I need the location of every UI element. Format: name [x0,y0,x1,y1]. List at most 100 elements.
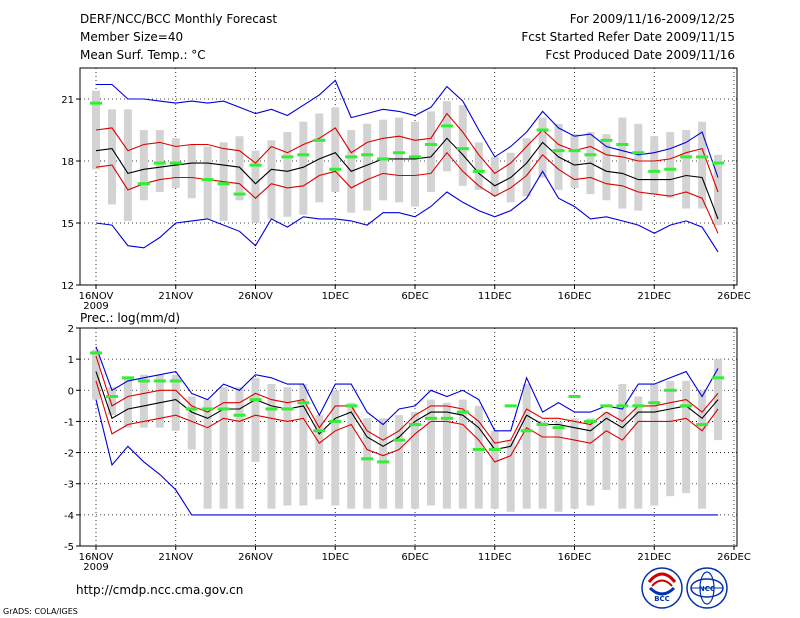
prec-obs-marker [393,438,406,442]
prec-ytick-label: -5 [64,542,74,553]
prec-obs-marker [456,410,469,414]
temp-box-day-33 [602,134,611,201]
prec-obs-marker [233,413,246,417]
prec-ytick-label: 1 [68,355,74,366]
prec-obs-marker [217,407,230,411]
temp-obs-marker [153,161,166,165]
forecast-produced-date: Fcst Produced Date 2009/11/16 [545,48,735,62]
temp-box-day-3 [123,109,132,221]
prec-box-day-40 [714,359,723,441]
prec-obs-marker [616,404,629,408]
temp-box-day-5 [155,130,164,192]
temp-box-day-11 [251,150,260,223]
prec-obs-marker [552,426,565,430]
prec-xtick-label: 26DEC [717,552,751,563]
temp-box-day-37 [666,132,675,199]
temp-box-day-13 [283,132,292,217]
temp-xtick-label: 16NOV [79,291,114,302]
temp-box-day-7 [187,144,196,199]
temp-box-day-8 [203,146,212,219]
temp-obs-marker [137,182,150,186]
forecast-started-date: Fcst Started Refer Date 2009/11/15 [521,30,735,44]
prec-obs-marker [281,407,294,411]
temp-xtick-label: 26DEC [717,291,751,302]
temp-obs-marker [552,149,565,153]
prec-ensemble-mean-line [95,371,719,451]
temp-xtick-label: 21NOV [158,291,193,302]
temp-obs-marker [233,192,246,196]
prec-box-day-8 [203,399,212,509]
prec-obs-marker [648,401,661,405]
prec-ytick-label: 0 [68,386,74,397]
prec-obs-marker [90,351,102,355]
prec-xtick-label: 11DEC [478,552,512,563]
temp-obs-marker [217,182,230,186]
prec-xtick-label: 1DEC [322,552,349,563]
temp-obs-marker [409,155,421,159]
prec-obs-marker [536,423,549,427]
bcc-logo: BCC [641,567,683,609]
forecast-period: For 2009/11/16-2009/12/25 [570,12,735,26]
prec-obs-marker [600,404,613,408]
prec-obs-marker [313,429,326,433]
ncc-logo-text: NCC [699,585,715,593]
temp-box-day-36 [650,136,659,195]
temp-box-day-14 [299,121,308,215]
temp-obs-marker [440,124,453,128]
temp-ytick-label: 18 [61,157,74,168]
prec-xtick-label: 16DEC [558,552,592,563]
temp-obs-marker [90,101,102,105]
prec-xtick-label: 16NOV [79,552,114,563]
temp-obs-marker [361,153,374,157]
temp-box-day-22 [426,111,435,192]
prec-obs-marker [185,407,198,411]
prec-upper-spread-line [95,355,719,444]
prec-obs-marker [568,395,581,399]
temp-lower-spread-line [95,151,719,234]
prec-obs-marker [520,429,533,433]
prec-box-day-16 [331,390,340,506]
prec-box-day-2 [107,387,116,416]
temp-box-day-40 [714,154,723,226]
ncc-logo: NCC [686,567,728,609]
temp-box-day-24 [458,105,467,186]
prec-box-day-24 [458,399,467,509]
temp-obs-marker [632,151,645,155]
prec-xtick-label: 6DEC [401,552,428,563]
prec-box-day-26 [490,430,499,509]
prec-obs-marker [440,416,453,420]
prec-obs-marker [409,423,421,427]
temp-obs-marker [712,161,725,165]
temp-obs-marker [696,155,709,159]
prec-box-day-39 [698,390,707,509]
temp-box-day-35 [634,123,643,211]
source-url: http://cmdp.ncc.cma.gov.cn [76,583,243,597]
prec-obs-marker [249,398,262,402]
prec-xtick-label: 21DEC [637,552,671,563]
prec-obs-marker [345,404,358,408]
temp-obs-marker [313,138,326,142]
temp-obs-marker [201,178,214,182]
temp-xtick-label: 21DEC [637,291,671,302]
prec-box-day-5 [155,374,164,428]
temp-obs-marker [472,169,485,173]
prec-box-day-10 [235,387,244,509]
prec-box-day-31 [570,418,579,509]
prec-box-day-30 [554,421,563,512]
temp-plot-frame [79,67,738,286]
temp-box-day-18 [363,123,372,211]
temp-ytick-label: 21 [61,95,74,106]
temp-min-line [95,170,719,253]
temp-ensemble-mean-line [95,137,719,220]
prec-box-day-9 [219,387,228,509]
precipitation-panel: -5 -4 -3 -2 -1 0 1 2 16NOV 21NOV 26NOV 1DEC 6DEC 11DE… [64,324,751,573]
temp-obs-marker [345,155,358,159]
temp-box-day-26 [490,156,499,197]
temp-obs-marker [648,169,661,173]
prec-box-day-13 [283,387,292,506]
bcc-logo-text: BCC [654,595,670,603]
temp-upper-spread-line [95,112,719,193]
prec-obs-marker [201,407,214,411]
temp-xtick-label: 16DEC [558,291,592,302]
prec-obs-marker [361,457,374,461]
